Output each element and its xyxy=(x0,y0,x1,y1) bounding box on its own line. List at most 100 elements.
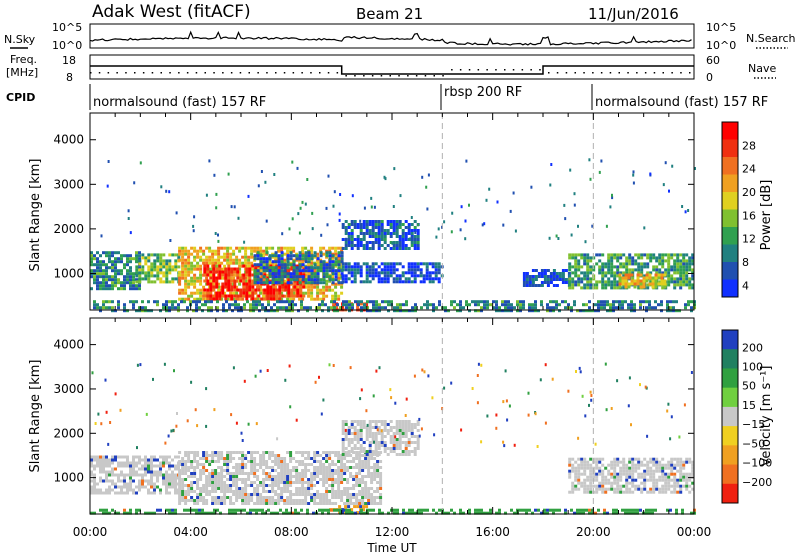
echo-cell xyxy=(654,285,658,289)
echo-cell xyxy=(310,478,314,481)
echo-cell xyxy=(346,460,350,463)
echo-cell xyxy=(144,473,147,477)
echo-cell xyxy=(294,508,297,512)
echo-cell xyxy=(319,478,323,481)
echo-cell xyxy=(138,488,141,492)
echo-cell xyxy=(331,288,335,292)
echo-cell xyxy=(277,484,281,487)
echo-cell xyxy=(298,297,302,301)
echo-cell xyxy=(280,246,284,250)
echo-cell xyxy=(356,265,360,269)
echo-cell xyxy=(220,490,224,493)
echo-cell xyxy=(244,255,248,259)
echo-cell xyxy=(298,463,302,466)
echo-cell xyxy=(190,282,194,286)
echo-cell xyxy=(353,435,357,438)
echo-cell xyxy=(147,491,150,495)
echo-cell xyxy=(631,466,635,470)
echo-cell xyxy=(227,288,231,292)
echo-cell xyxy=(250,472,254,475)
echo-cell xyxy=(162,271,166,275)
echo-cell xyxy=(595,466,599,470)
echo-cell xyxy=(241,499,245,502)
echo-cell xyxy=(295,266,299,270)
nave-dot xyxy=(107,72,110,74)
echo-cell xyxy=(102,300,105,304)
echo-cell xyxy=(324,303,327,307)
echo-cell xyxy=(235,463,239,466)
echo-cell xyxy=(589,484,593,488)
echo-cell xyxy=(407,277,411,281)
echo-cell xyxy=(352,493,356,496)
echo-cell xyxy=(208,478,212,481)
echo-cell xyxy=(280,260,284,264)
echo-cell xyxy=(245,267,249,271)
echo-cell xyxy=(682,274,686,278)
echo-cell xyxy=(114,272,117,276)
echo-cell xyxy=(601,262,605,266)
echo-cell xyxy=(601,277,605,281)
echo-speckle xyxy=(632,181,635,185)
echo-cell xyxy=(552,284,556,287)
echo-cell xyxy=(428,262,432,266)
echo-cell xyxy=(543,272,547,275)
echo-cell xyxy=(268,472,272,475)
echo-cell xyxy=(328,466,332,469)
echo-cell xyxy=(660,276,664,280)
echo-cell xyxy=(344,220,348,223)
echo-cell xyxy=(129,464,132,468)
echo-cell xyxy=(333,306,336,310)
echo-cell xyxy=(667,481,671,485)
echo-cell xyxy=(386,453,390,456)
echo-cell xyxy=(685,472,689,476)
echo-cell xyxy=(613,475,617,479)
echo-cell xyxy=(338,505,342,509)
echo-cell xyxy=(546,284,550,287)
echo-cell xyxy=(171,303,174,307)
echo-speckle xyxy=(557,237,560,240)
echo-cell xyxy=(307,454,311,457)
echo-cell xyxy=(480,306,483,310)
echo-cell xyxy=(606,303,609,307)
freq-left-tick-low: 8 xyxy=(66,71,73,84)
echo-cell xyxy=(676,280,680,284)
echo-cell xyxy=(636,279,640,283)
echo-cell xyxy=(322,269,326,273)
echo-cell xyxy=(224,285,228,289)
echo-cell xyxy=(395,241,399,244)
echo-cell xyxy=(344,268,348,272)
echo-cell xyxy=(344,438,348,441)
echo-cell xyxy=(372,309,375,313)
echo-cell xyxy=(244,472,248,475)
echo-cell xyxy=(325,493,329,496)
echo-cell xyxy=(625,463,629,467)
echo-cell xyxy=(685,460,689,464)
echo-cell xyxy=(229,451,233,454)
echo-cell xyxy=(162,259,166,263)
echo-cell xyxy=(350,450,354,453)
echo-cell xyxy=(286,263,290,267)
echo-cell xyxy=(241,490,245,493)
echo-cell xyxy=(637,256,641,260)
echo-cell xyxy=(108,473,111,477)
echo-cell xyxy=(310,285,314,289)
echo-cell xyxy=(111,287,114,291)
echo-cell xyxy=(301,478,305,481)
echo-cell xyxy=(199,469,203,472)
echo-cell xyxy=(637,460,641,464)
echo-cell xyxy=(340,291,344,295)
echo-speckle xyxy=(530,185,533,189)
echo-cell xyxy=(679,268,683,272)
echo-cell xyxy=(367,490,371,493)
echo-cell xyxy=(616,283,620,287)
echo-cell xyxy=(177,265,181,269)
echo-cell xyxy=(577,487,581,491)
echo-cell xyxy=(316,269,320,273)
echo-cell xyxy=(437,268,441,272)
echo-speckle xyxy=(410,236,413,240)
echo-cell xyxy=(215,282,219,286)
echo-cell xyxy=(364,460,368,463)
echo-cell xyxy=(280,463,284,466)
echo-cell xyxy=(212,288,216,292)
echo-cell xyxy=(286,466,290,469)
